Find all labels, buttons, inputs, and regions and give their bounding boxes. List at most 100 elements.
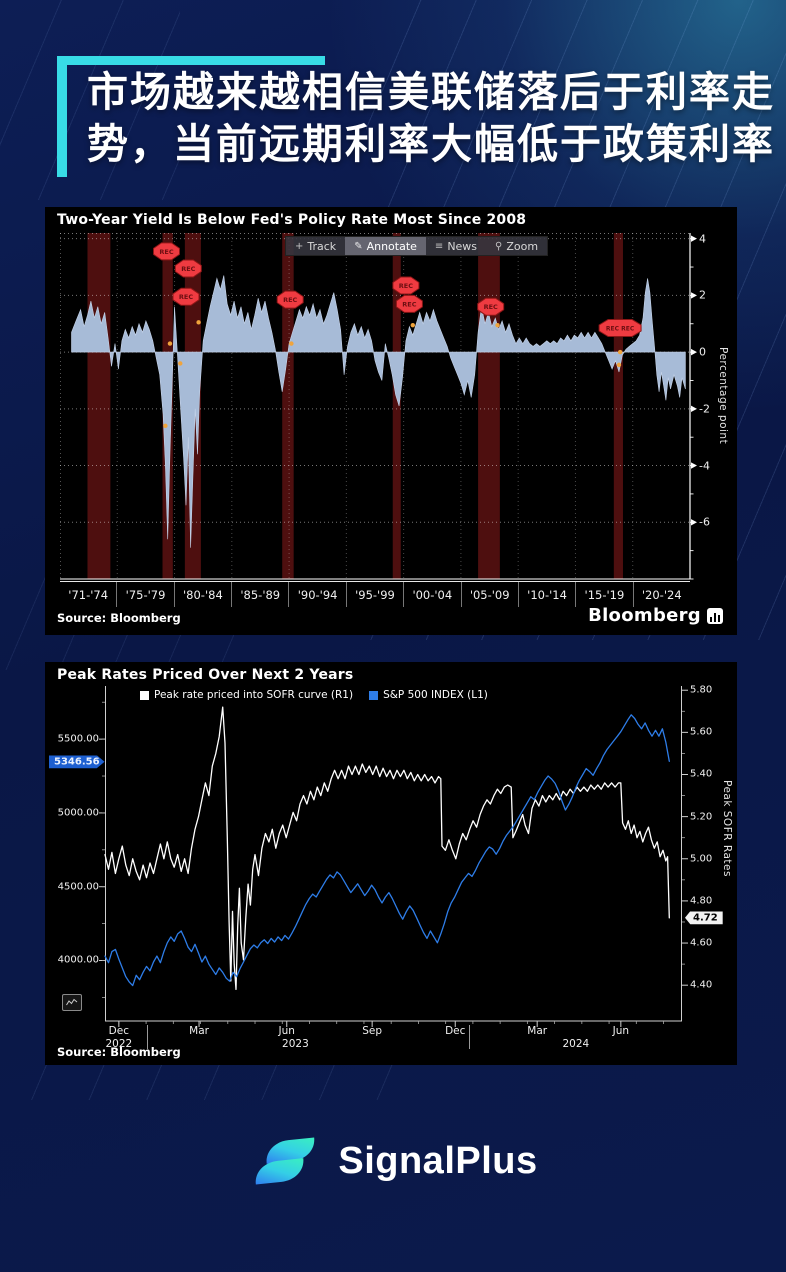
recession-band — [282, 233, 294, 579]
zoom-icon: ⚲ — [495, 240, 503, 252]
x-tick-cell: '90-'94 — [288, 582, 345, 607]
recession-rec-marker: REC — [395, 294, 423, 313]
x-tick-cell: '71-'74 — [68, 587, 109, 602]
x-tick-cell: '00-'04 — [403, 582, 460, 607]
headline-accent-topbar — [57, 56, 325, 65]
chart2-title: Peak Rates Priced Over Next 2 Years — [57, 667, 354, 683]
toolbar-button-label: Zoom — [506, 239, 539, 253]
svg-text:REC: REC — [179, 293, 193, 301]
toolbar-button-label: News — [447, 239, 478, 253]
bloomberg-wordmark: Bloomberg — [588, 605, 701, 626]
news-icon: ≡ — [434, 240, 444, 252]
y-tick-label: 0 — [699, 345, 706, 359]
x-tick-cell: '75-'79 — [116, 582, 173, 607]
x-tick-cell: '20-'24 — [632, 582, 690, 607]
y-tick-label: 4 — [699, 232, 706, 246]
y-tick-label: 2 — [699, 288, 706, 302]
annotation-dot — [495, 322, 500, 328]
x-tick-cell: '15-'19 — [575, 582, 632, 607]
x-tick-cell: '05-'09 — [460, 582, 518, 607]
x-tick-cell: '95-'99 — [345, 582, 403, 607]
chart1-area-chart: REC REC REC REC REC REC REC REC REC — [60, 233, 697, 580]
chart1-source: Source: Bloomberg — [57, 611, 181, 625]
annotation-dot — [616, 362, 622, 368]
svg-text:REC: REC — [402, 300, 416, 308]
left-axis-tick-label: 5500.00 — [57, 733, 99, 745]
right-axis-tick-label: 4.80 — [690, 895, 713, 907]
annotation-dot — [196, 320, 201, 325]
left-axis-tick-label: 4000.00 — [57, 954, 99, 966]
chart2-panel: Peak Rates Priced Over Next 2 Years Peak… — [45, 662, 737, 1065]
chart2-x-axis: Dec Mar Jun Sep Dec Mar Jun 2022 2023 2024 — [105, 1023, 682, 1057]
major-tick-arrow — [691, 462, 697, 469]
sofr-peak-rate-line — [104, 706, 670, 991]
toolbar-button-track[interactable]: + Track — [286, 237, 345, 255]
chart-settings-icon[interactable] — [62, 994, 82, 1011]
svg-text:REC: REC — [283, 296, 297, 304]
toolbar-button-label: Track — [307, 239, 337, 253]
recession-rec-marker: REC — [174, 259, 202, 278]
recession-band — [613, 233, 623, 579]
month-tick-label: Dec — [445, 1025, 466, 1037]
legend-item: Peak rate priced into SOFR curve (R1) — [140, 689, 353, 701]
recession-rec-marker: REC — [276, 290, 304, 309]
recession-rec-marker: REC REC — [598, 319, 642, 337]
left-axis-tick-label: 5000.00 — [57, 807, 99, 819]
month-tick-label: Mar — [527, 1025, 548, 1037]
last-value-tag-sp500: 5346.56 — [49, 755, 105, 769]
recession-band — [478, 233, 500, 579]
chart1-y-axis-title: Percentage point — [717, 347, 729, 445]
chart1-panel: Two-Year Yield Is Below Fed's Policy Rat… — [45, 207, 737, 635]
year-separator — [468, 1025, 470, 1049]
year-label: 2024 — [562, 1038, 590, 1050]
svg-text:REC: REC — [484, 303, 498, 311]
right-axis-tick-label: 5.20 — [690, 811, 713, 823]
legend-label: Peak rate priced into SOFR curve (R1) — [154, 689, 354, 701]
bloomberg-brand: Bloomberg — [588, 605, 723, 626]
annotation-dot — [410, 322, 415, 328]
svg-text:REC REC: REC REC — [606, 325, 635, 332]
toolbar-button-news[interactable]: ≡ News — [426, 237, 486, 255]
chart1-title: Two-Year Yield Is Below Fed's Policy Rat… — [57, 212, 527, 228]
recession-rec-marker: REC — [172, 287, 200, 306]
recession-rec-marker: REC — [477, 297, 505, 316]
major-tick-arrow — [691, 405, 697, 413]
legend-item: S&P 500 INDEX (L1) — [369, 689, 488, 701]
signalplus-wordmark: SignalPlus — [338, 1139, 538, 1182]
major-tick-arrow — [691, 519, 697, 526]
month-tick-label: Jun — [278, 1025, 295, 1037]
annotation-dot — [617, 349, 623, 355]
svg-text:REC: REC — [159, 248, 173, 256]
recession-band — [87, 233, 111, 579]
annotation-dot — [167, 341, 173, 346]
year-label: 2023 — [282, 1038, 309, 1050]
right-axis-tick-label: 4.40 — [690, 979, 713, 991]
track-icon: + — [295, 240, 304, 252]
major-tick-arrow — [691, 292, 697, 299]
annotation-dot — [178, 361, 183, 366]
chart2-line-chart — [99, 686, 688, 1027]
headline-block: 市场越来越相信美联储落后于利率走 势，当前远期利率大幅低于政策利率 — [57, 56, 777, 177]
annotate-icon: ✎ — [354, 240, 363, 252]
right-axis-tick-label: 5.00 — [690, 853, 713, 865]
y-tick-label: -4 — [699, 459, 710, 473]
left-axis-tick-label: 4500.00 — [57, 881, 99, 893]
legend-swatch — [140, 690, 149, 700]
chart2-right-axis-title: Peak SOFR Rates — [721, 780, 733, 877]
headline-line-2: 势，当前远期利率大幅低于政策利率 — [87, 121, 775, 168]
last-value-tag-sofr: 4.72 — [685, 911, 723, 925]
recession-rec-marker: REC — [153, 242, 180, 261]
major-tick-arrow — [691, 348, 697, 356]
chart1-plot-area[interactable]: REC REC REC REC REC REC REC REC REC + Track ✎ Anno… — [60, 233, 697, 580]
x-tick-cell: '85-'89 — [231, 582, 288, 607]
bloomberg-chart-icon — [707, 607, 723, 624]
right-axis-tick-label: 5.60 — [690, 726, 713, 738]
toolbar-button-annotate[interactable]: ✎ Annotate — [345, 237, 426, 255]
toolbar-button-zoom[interactable]: ⚲ Zoom — [486, 237, 547, 255]
chart2-plot-area[interactable] — [99, 686, 688, 1027]
annotation-dot — [289, 341, 294, 346]
month-tick-label: Sep — [362, 1025, 383, 1037]
chart1-toolbar: + Track ✎ Annotate ≡ News ⚲ Zoom — [285, 236, 549, 256]
chart2-source: Source: Bloomberg — [57, 1045, 181, 1059]
